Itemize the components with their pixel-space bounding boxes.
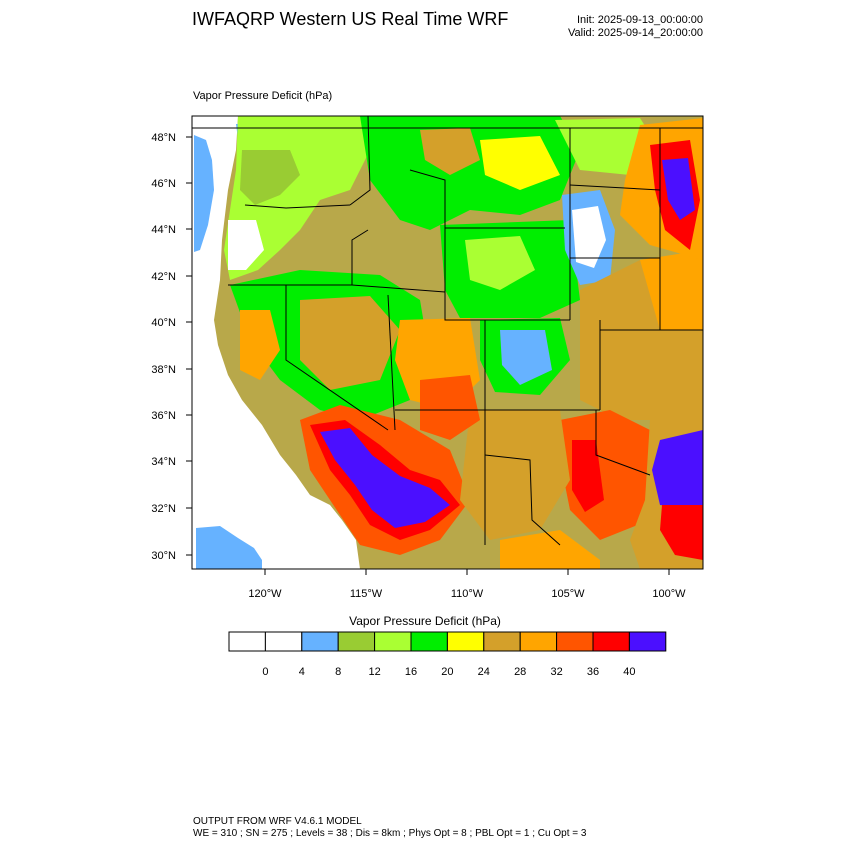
colorbar-title: Vapor Pressure Deficit (hPa) xyxy=(349,614,501,628)
colorbar-swatch xyxy=(374,631,412,652)
lon-label: 115°W xyxy=(350,588,383,600)
lon-labels: 120°W 115°W 110°W 105°W 100°W xyxy=(248,588,686,600)
lon-label: 105°W xyxy=(551,588,585,600)
colorbar-tick-label: 16 xyxy=(405,666,417,678)
lat-label: 46°N xyxy=(151,178,176,190)
colorbar-tick-label: 4 xyxy=(299,666,305,678)
colorbar-swatch xyxy=(228,631,266,652)
lat-label: 36°N xyxy=(151,410,176,422)
lon-label: 120°W xyxy=(248,588,282,600)
colorbar-swatch xyxy=(556,631,594,652)
colorbar-labels: 0 4 8 12 16 20 24 28 32 36 40 xyxy=(262,666,635,678)
colorbar-swatch xyxy=(519,631,558,652)
lat-ticks xyxy=(186,136,192,556)
vpd-field xyxy=(192,116,703,569)
colorbar-swatch xyxy=(410,631,448,652)
colorbar-tick-label: 32 xyxy=(550,666,562,678)
colorbar-swatch xyxy=(337,631,376,652)
model-info-line: OUTPUT FROM WRF V4.6.1 MODEL xyxy=(193,816,362,827)
init-time: Init: 2025-09-13_00:00:00 xyxy=(577,14,703,26)
colorbar-tick-label: 28 xyxy=(514,666,526,678)
colorbar-swatch xyxy=(301,631,339,652)
colorbar-tick-label: 20 xyxy=(441,666,453,678)
lat-labels: 48°N 46°N 44°N 42°N 40°N 38°N 36°N 34°N … xyxy=(151,132,176,562)
map-frame xyxy=(191,115,704,570)
colorbar-swatch xyxy=(628,631,667,652)
lat-label: 44°N xyxy=(151,224,176,236)
lat-label: 34°N xyxy=(151,456,176,468)
map-subtitle: Vapor Pressure Deficit (hPa) xyxy=(193,90,333,102)
lat-label: 30°N xyxy=(151,550,176,562)
colorbar-swatch xyxy=(446,631,485,652)
colorbar-swatch xyxy=(592,631,630,652)
lon-label: 110°W xyxy=(451,588,484,600)
valid-time: Valid: 2025-09-14_20:00:00 xyxy=(568,27,703,39)
lat-label: 40°N xyxy=(151,317,176,329)
colorbar-swatch xyxy=(483,631,521,652)
lat-label: 42°N xyxy=(151,271,176,283)
lon-ticks xyxy=(264,569,670,575)
colorbar-tick-label: 8 xyxy=(335,666,341,678)
model-info: OUTPUT FROM WRF V4.6.1 MODEL WE = 310 ; … xyxy=(193,816,586,840)
colorbar-tick-label: 12 xyxy=(368,666,380,678)
colorbar xyxy=(228,631,667,652)
lon-label: 100°W xyxy=(652,588,686,600)
colorbar-tick-label: 36 xyxy=(587,666,599,678)
colorbar-tick-label: 0 xyxy=(262,666,268,678)
lat-label: 48°N xyxy=(151,132,176,144)
lat-label: 38°N xyxy=(151,364,176,376)
state-borders xyxy=(192,116,703,546)
colorbar-swatch xyxy=(264,631,303,652)
lat-label: 32°N xyxy=(151,503,176,515)
model-info-line: WE = 310 ; SN = 275 ; Levels = 38 ; Dis … xyxy=(193,828,587,839)
page-title: IWFAQRP Western US Real Time WRF xyxy=(192,9,509,29)
colorbar-tick-label: 24 xyxy=(478,666,490,678)
colorbar-tick-label: 40 xyxy=(623,666,635,678)
run-times: Init: 2025-09-13_00:00:00 Valid: 2025-09… xyxy=(568,14,703,40)
